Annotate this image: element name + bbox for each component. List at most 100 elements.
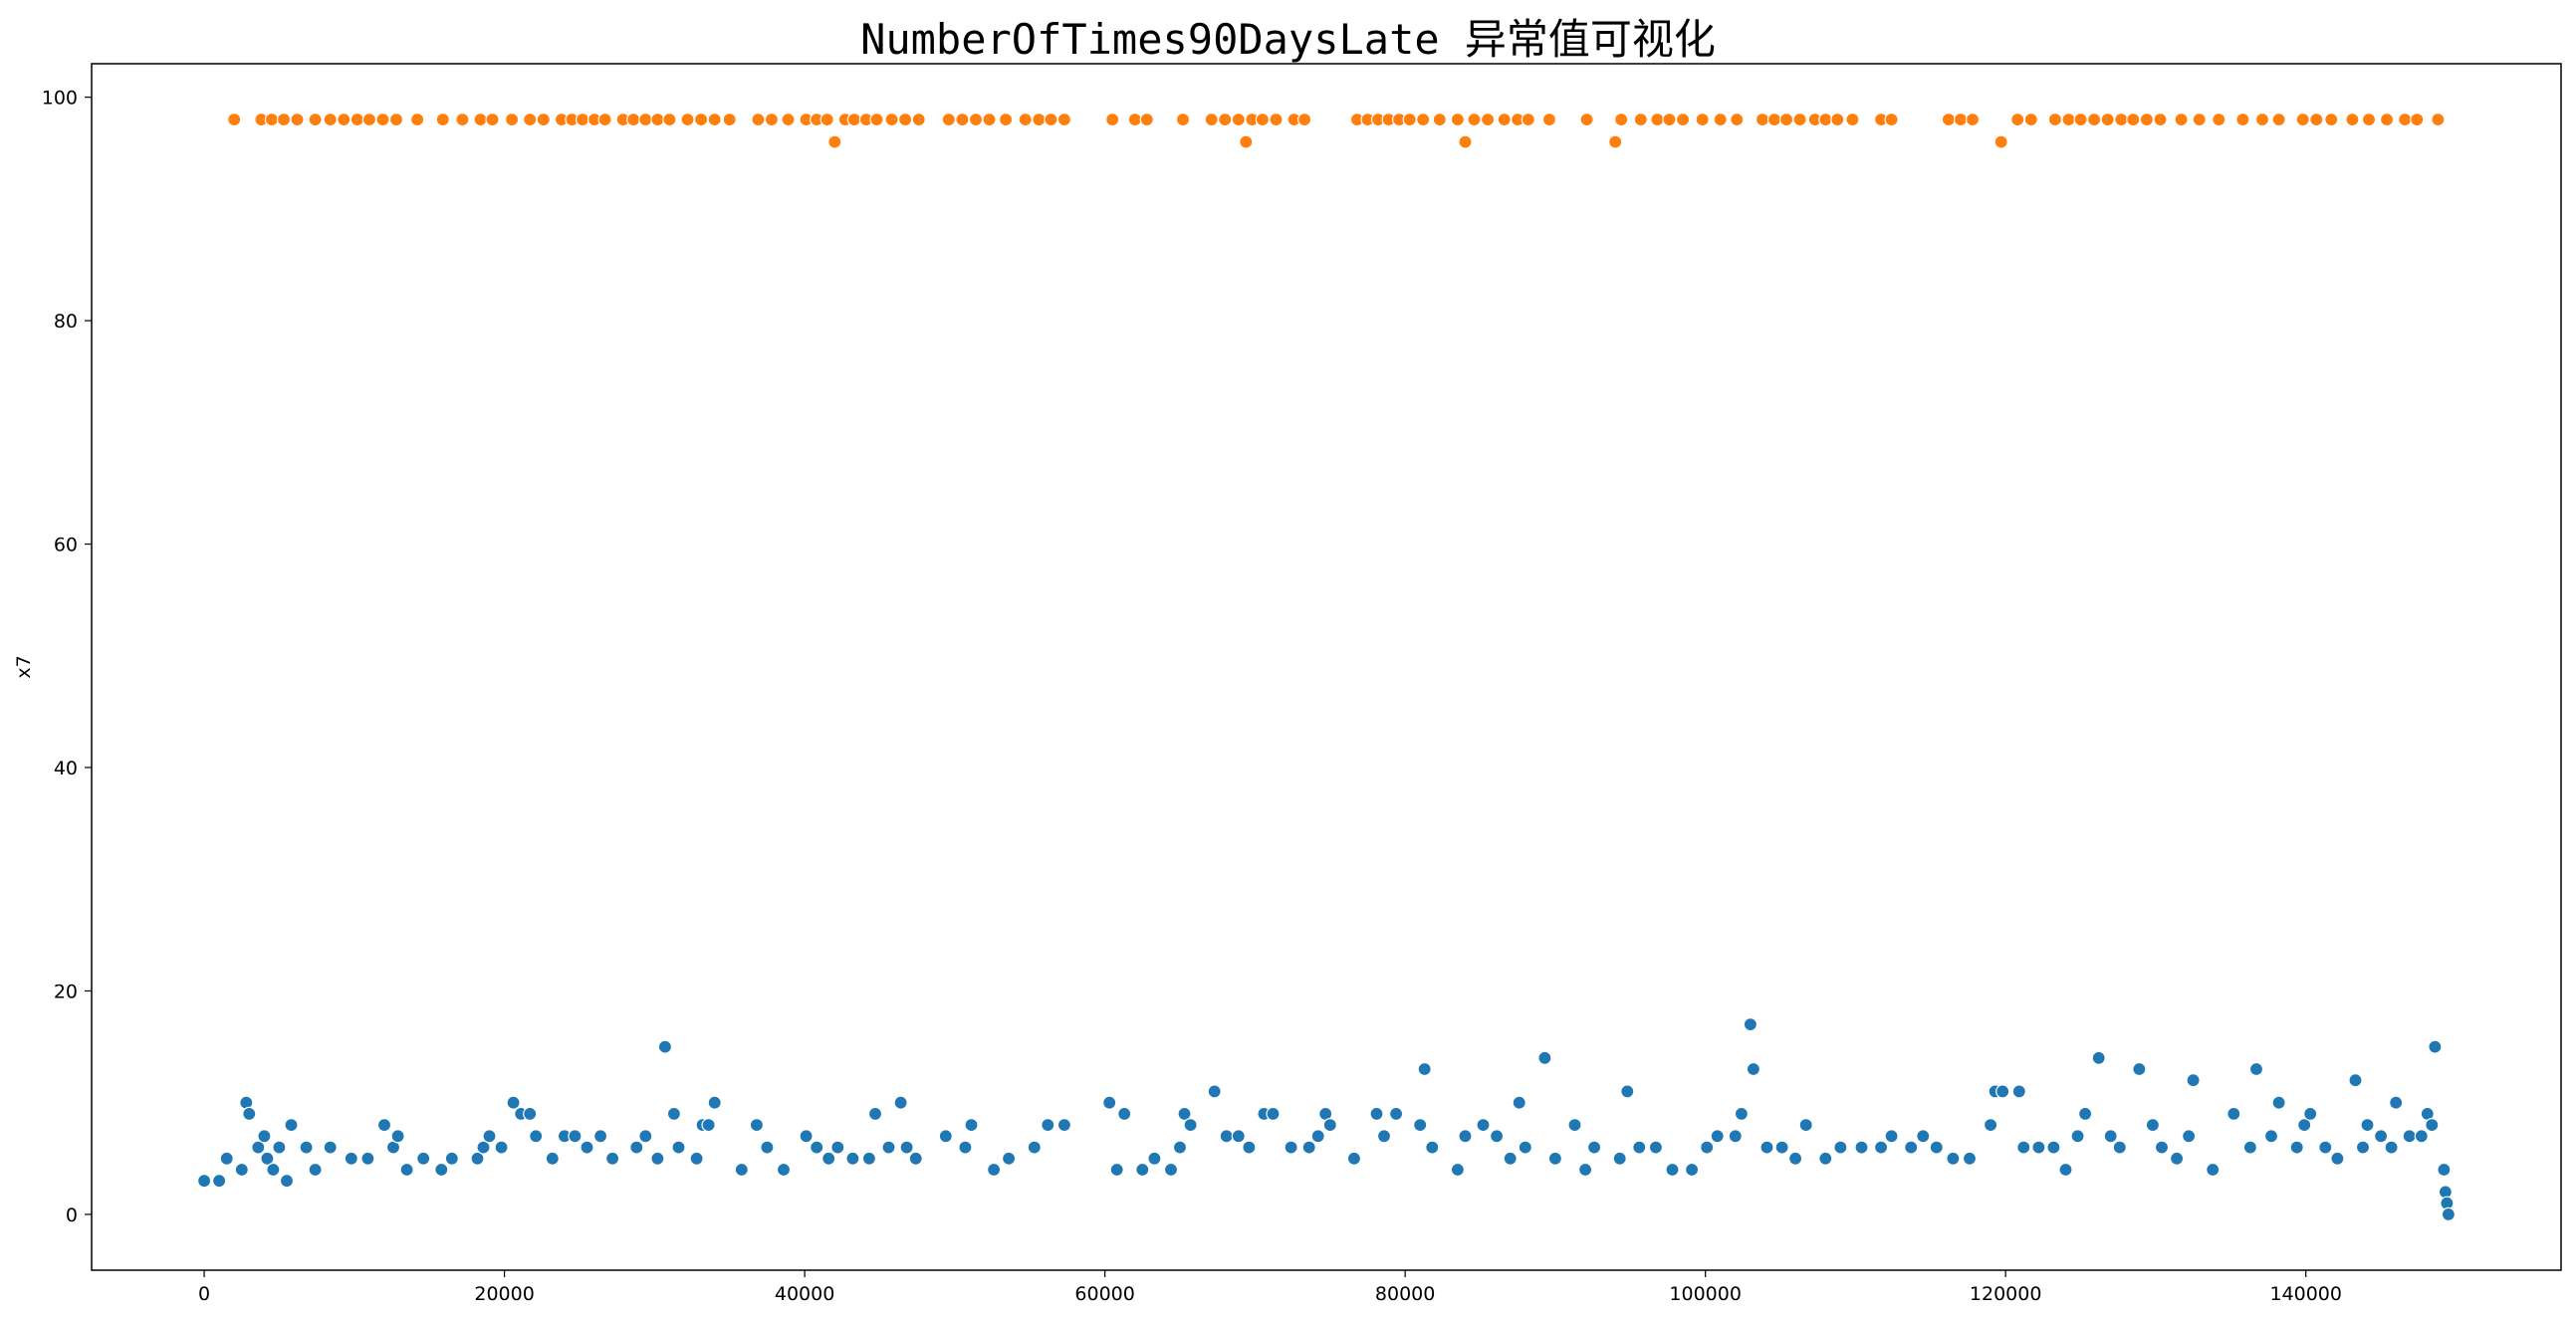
data-point: [1845, 111, 1860, 127]
data-point: [435, 111, 450, 127]
data-point: [2139, 111, 2154, 127]
data-point: [1172, 1140, 1188, 1155]
data-point: [1218, 111, 1233, 127]
data-point: [1018, 111, 1033, 127]
data-point: [2087, 111, 2102, 127]
data-point: [1993, 134, 2008, 149]
data-point: [1450, 1162, 1466, 1178]
data-point: [1239, 134, 1254, 149]
data-point: [638, 1129, 653, 1144]
data-point: [264, 111, 279, 127]
data-point: [1665, 1162, 1680, 1178]
data-point: [529, 1129, 544, 1144]
data-point: [1728, 1129, 1743, 1144]
data-point: [2355, 1140, 2371, 1155]
data-point: [722, 111, 737, 127]
data-point: [1710, 1129, 1725, 1144]
data-point: [799, 1129, 814, 1144]
data-point: [1044, 111, 1058, 127]
data-point: [455, 111, 470, 127]
data-point: [290, 111, 305, 127]
data-point: [2114, 111, 2129, 127]
data-point: [1662, 111, 1677, 127]
data-point: [1766, 111, 1782, 127]
data-point: [1953, 111, 1969, 127]
data-point: [1489, 1129, 1505, 1144]
data-point: [911, 111, 926, 127]
data-point: [344, 1151, 358, 1166]
data-point: [485, 111, 500, 127]
data-point: [416, 1151, 431, 1166]
data-point: [1541, 111, 1557, 127]
data-point: [2182, 1129, 2197, 1144]
data-point: [592, 1129, 608, 1144]
data-point: [821, 1151, 836, 1166]
data-point: [1774, 1140, 1789, 1155]
data-point: [1322, 1117, 1337, 1133]
data-point: [776, 1162, 792, 1178]
data-point: [781, 111, 796, 127]
data-point: [1755, 111, 1770, 127]
y-tick-label: 20: [54, 981, 78, 1002]
data-point: [276, 111, 292, 127]
data-point: [1476, 1117, 1491, 1133]
data-point: [1032, 111, 1047, 127]
data-point: [2402, 1129, 2417, 1144]
data-point: [1700, 1140, 1715, 1155]
data-point: [504, 111, 520, 127]
data-point: [1648, 1140, 1664, 1155]
data-point: [2437, 1162, 2452, 1178]
data-point: [2153, 111, 2168, 127]
data-point: [982, 111, 997, 127]
data-point: [1177, 1106, 1192, 1122]
data-point: [1376, 1129, 1392, 1144]
data-point: [881, 1140, 896, 1155]
data-point: [2374, 1129, 2389, 1144]
data-point: [1608, 134, 1623, 149]
data-point: [2271, 1095, 2286, 1110]
data-point: [2235, 111, 2250, 127]
data-point: [2103, 1129, 2118, 1144]
data-point: [1547, 1151, 1563, 1166]
data-point: [1632, 1140, 1647, 1155]
data-point: [1675, 111, 1691, 127]
data-point: [1946, 1151, 1961, 1166]
data-point: [1458, 134, 1473, 149]
data-point: [2431, 111, 2446, 127]
data-point: [2425, 1117, 2440, 1133]
data-point: [2016, 1140, 2031, 1155]
data-point: [1105, 111, 1120, 127]
data-point: [2380, 111, 2395, 127]
data-point: [1255, 111, 1271, 127]
data-point: [1713, 111, 1728, 127]
data-point: [2073, 111, 2088, 127]
data-point: [2206, 1162, 2221, 1178]
data-point: [751, 111, 766, 127]
data-point: [760, 1140, 775, 1155]
data-point: [820, 111, 834, 127]
data-point: [375, 111, 390, 127]
data-point: [2192, 111, 2207, 127]
data-point: [1787, 1151, 1803, 1166]
data-point: [2410, 111, 2425, 127]
data-point: [388, 111, 404, 127]
data-point: [986, 1162, 1002, 1178]
data-point: [523, 111, 538, 127]
scatter-points: [197, 111, 2456, 1222]
data-point: [399, 1162, 414, 1178]
data-point: [2170, 1151, 2185, 1166]
data-point: [1537, 1050, 1552, 1065]
data-point: [434, 1162, 449, 1178]
data-point: [749, 1117, 765, 1133]
data-point: [869, 111, 884, 127]
data-point: [2078, 1106, 2093, 1122]
data-point: [2058, 1162, 2073, 1178]
data-point: [361, 111, 376, 127]
data-point: [1586, 1140, 1602, 1155]
data-point: [689, 1151, 704, 1166]
data-point: [845, 1151, 860, 1166]
data-point: [1695, 111, 1710, 127]
data-point: [197, 1174, 212, 1189]
data-point: [1612, 1151, 1627, 1166]
